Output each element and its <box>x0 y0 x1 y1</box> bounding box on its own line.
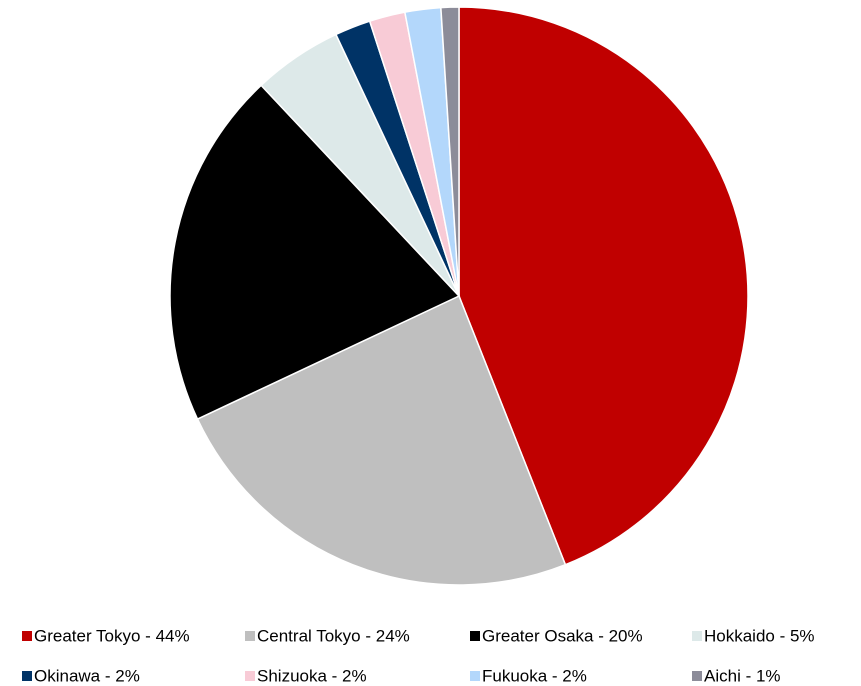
legend-label: Hokkaido - 5% <box>704 626 815 645</box>
pie-slice <box>440 6 460 297</box>
legend-swatch <box>470 631 480 641</box>
legend-swatch <box>245 631 255 641</box>
legend-swatch <box>692 671 702 681</box>
legend-label: Aichi - 1% <box>704 666 781 685</box>
pie-slice <box>458 6 749 566</box>
legend-swatch <box>470 671 480 681</box>
legend-swatch <box>22 631 32 641</box>
legend-swatch <box>692 631 702 641</box>
legend-label: Greater Tokyo - 44% <box>34 626 190 645</box>
legend-label: Fukuoka - 2% <box>482 666 587 685</box>
legend-label: Central Tokyo - 24% <box>257 626 410 645</box>
legend-label: Shizuoka - 2% <box>257 666 367 685</box>
legend-label: Greater Osaka - 20% <box>482 626 643 645</box>
legend-label: Okinawa - 2% <box>34 666 140 685</box>
legend-swatch <box>245 671 255 681</box>
pie-slice <box>169 84 461 421</box>
pie-slice <box>196 294 567 586</box>
legend-swatch <box>22 671 32 681</box>
